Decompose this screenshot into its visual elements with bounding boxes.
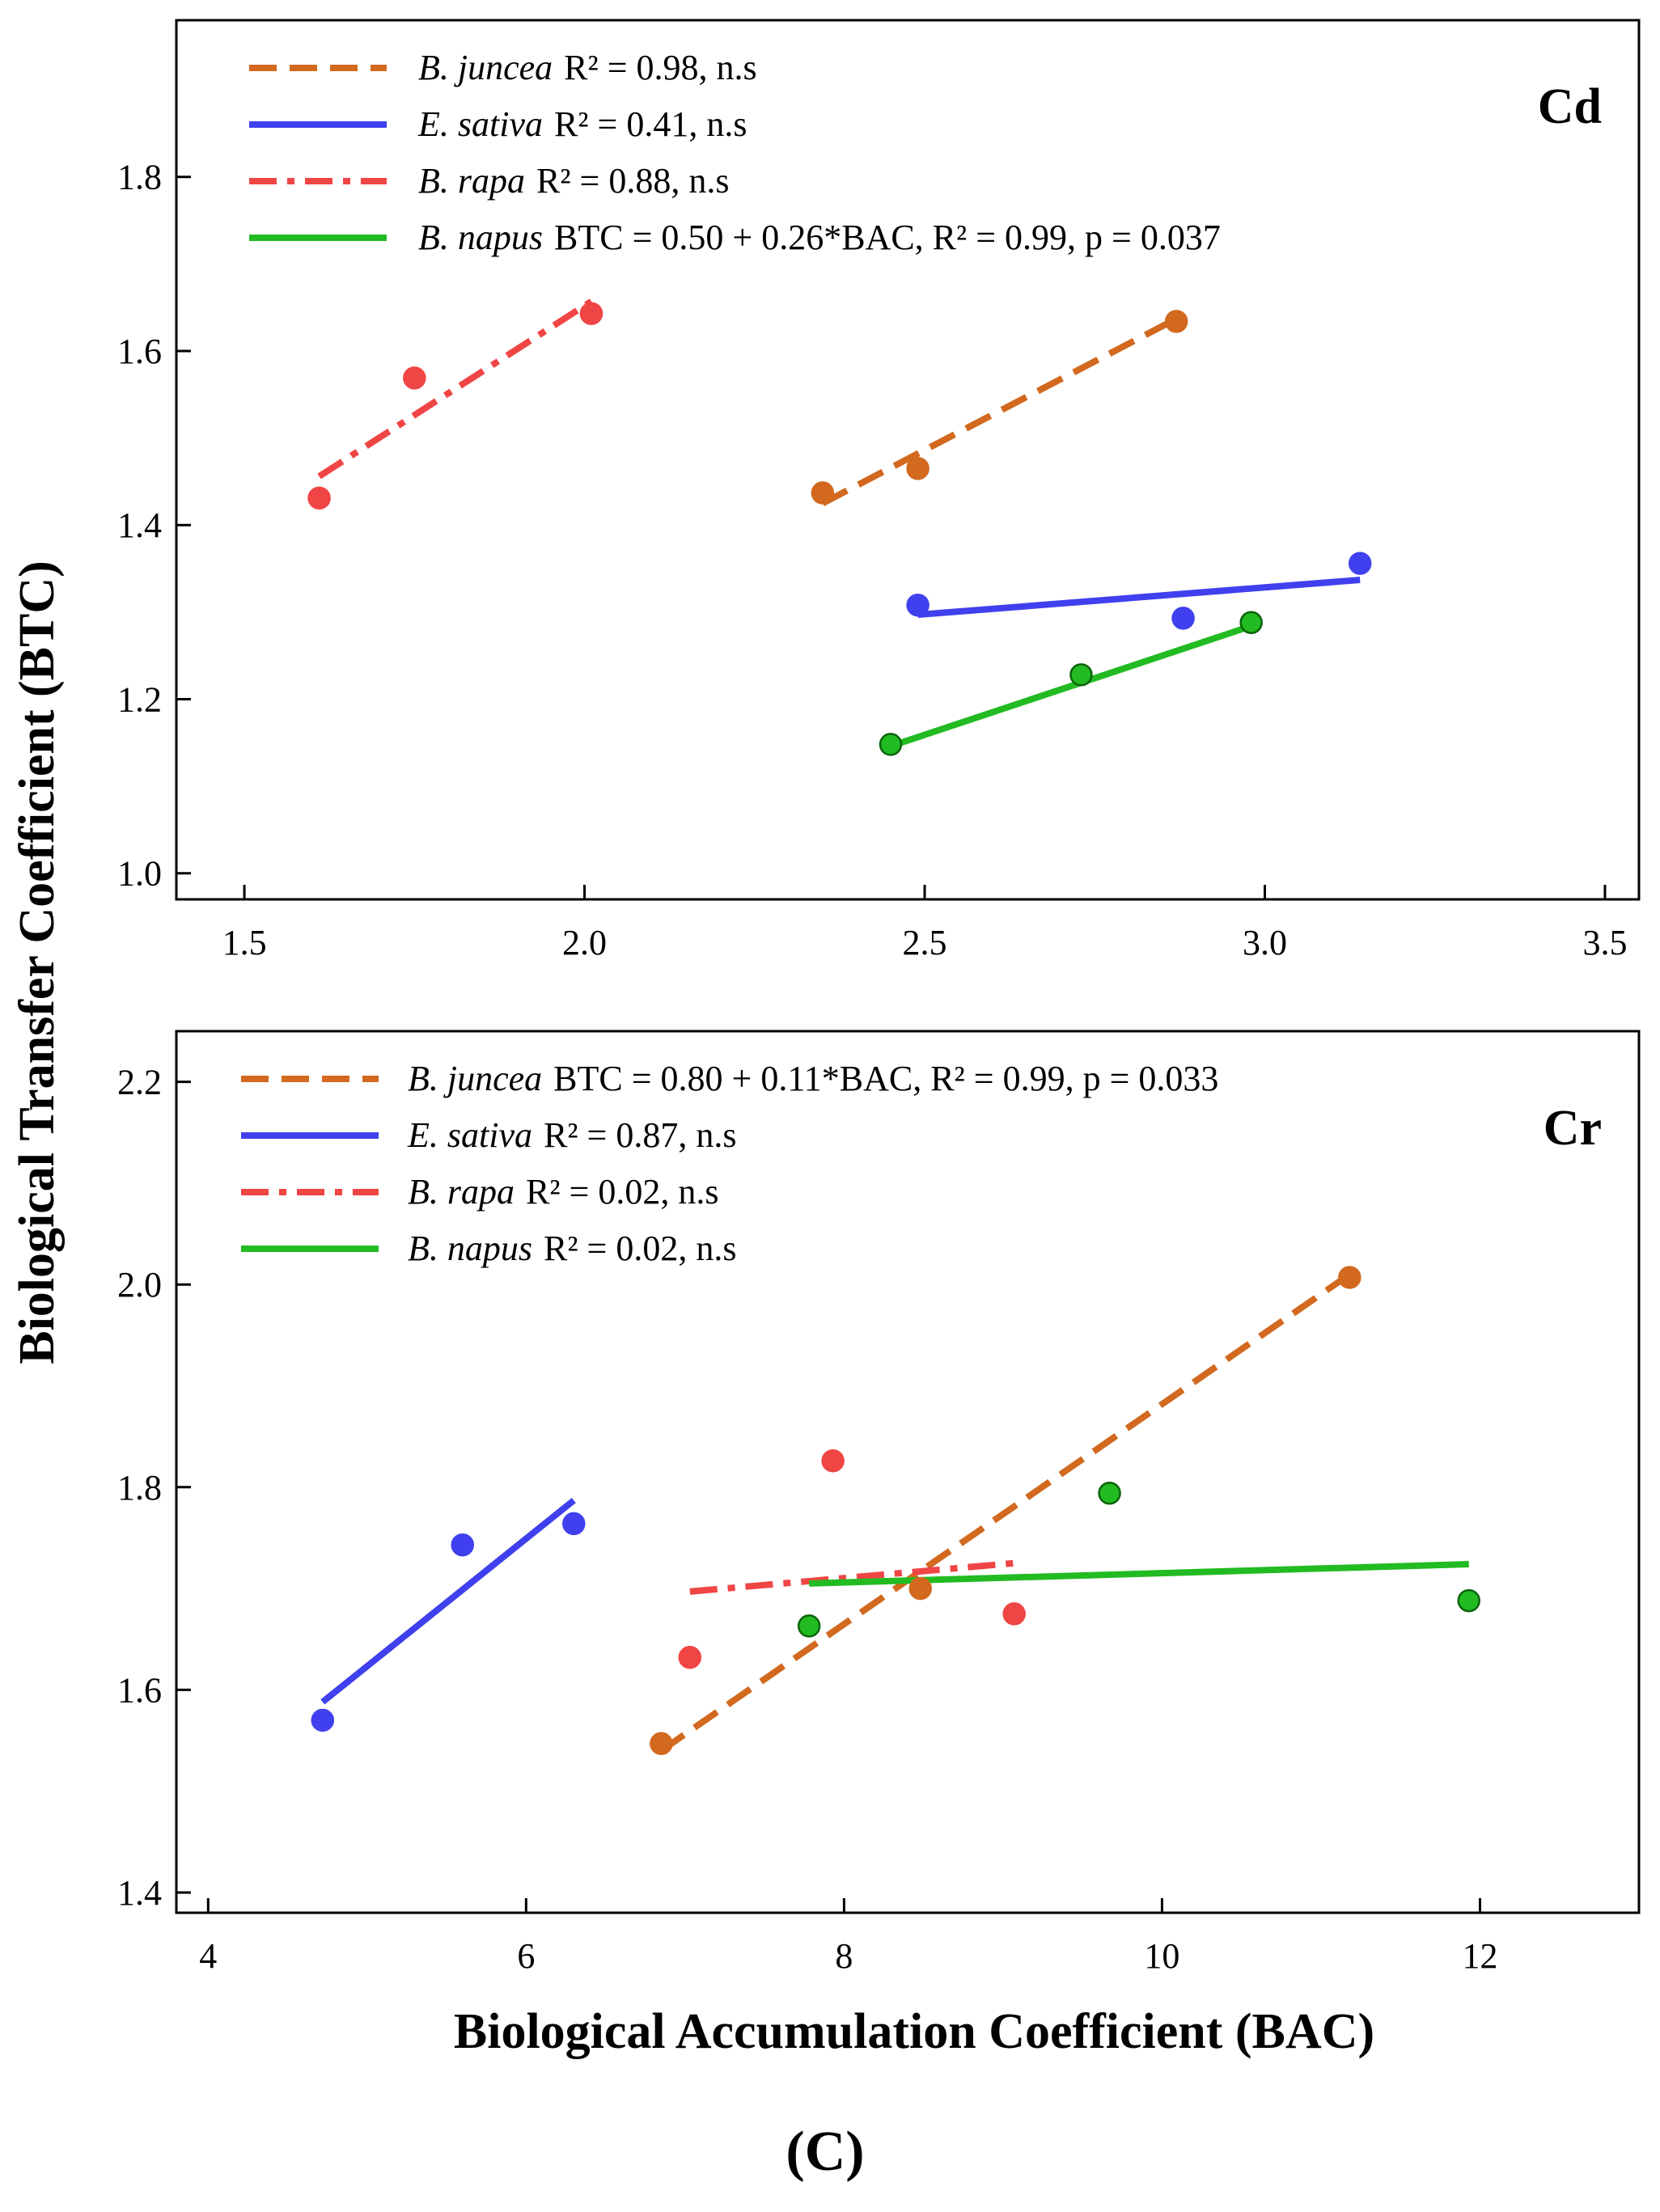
cd-b-napus-fit-line (889, 623, 1252, 750)
cd-b-juncea-fit-line (821, 315, 1179, 506)
cr-y-tick-label: 2.0 (117, 1265, 162, 1305)
cd-y-tick-label: 1.2 (117, 679, 162, 719)
cr-y-tick-label: 1.6 (117, 1670, 162, 1710)
cd-legend-entry-b-napus: B. napus BTC = 0.50 + 0.26*BAC, R² = 0.99… (418, 218, 1221, 257)
cd-plot-frame (175, 19, 1641, 901)
cr-b-rapa-point (821, 1449, 845, 1473)
cr-x-tick-label: 6 (517, 1936, 535, 1976)
cd-fit-lines (317, 298, 1361, 750)
cd-b-juncea-point (811, 481, 835, 505)
cr-y-tick-label: 1.4 (117, 1873, 162, 1913)
x-axis-title: Biological Accumulation Coefficient (BAC… (454, 2004, 1374, 2059)
cd-e-sativa-point (1348, 552, 1372, 575)
cr-legend-entry-e-sativa: E. sativa R² = 0.87, n.s (407, 1115, 736, 1155)
cd-legend-entry-b-rapa: B. rapa R² = 0.88, n.s (418, 161, 729, 201)
cd-b-rapa-point (403, 366, 426, 390)
cd-b-rapa-point (307, 486, 331, 510)
cr-legend-entry-b-juncea: B. juncea BTC = 0.80 + 0.11*BAC, R² = 0.9… (408, 1059, 1218, 1098)
cd-b-napus-point (879, 733, 903, 756)
cd-y-axis: 1.0 1.2 1.4 1.6 1.8 (117, 158, 191, 894)
cd-e-sativa-point (906, 593, 930, 617)
cr-e-sativa-point (451, 1533, 474, 1557)
cr-b-napus-point (1457, 1588, 1480, 1613)
cr-b-napus-point (797, 1614, 821, 1638)
cd-x-tick-label: 1.5 (222, 923, 267, 962)
cd-legend: B. juncea R² = 0.98, n.s E. sativa R² = 0.4… (249, 48, 1221, 257)
cr-legend-entry-b-napus: B. napus R² = 0.02, n.s (408, 1229, 736, 1268)
cr-e-sativa-point (311, 1708, 335, 1732)
cr-x-tick-label: 10 (1144, 1936, 1179, 1976)
cd-panel-label: Cd (1538, 79, 1602, 134)
figure-label: (C) (786, 2121, 864, 2183)
cd-legend-entry-b-juncea: B. juncea R² = 0.98, n.s (418, 48, 757, 87)
cr-plot-frame (175, 1030, 1641, 1914)
cr-legend-entry-b-rapa: B. rapa R² = 0.02, n.s (408, 1172, 718, 1212)
cr-b-juncea-point (650, 1732, 673, 1756)
y-axis-title: Biological Transfer Coefficient (BTC) (10, 560, 65, 1364)
cr-y-tick-label: 2.2 (117, 1063, 162, 1102)
cr-b-juncea-point (908, 1576, 932, 1601)
cr-b-rapa-point (678, 1646, 702, 1669)
cd-y-tick-label: 1.6 (117, 332, 162, 371)
cr-b-rapa-point (1002, 1602, 1026, 1626)
cd-e-sativa-fit-line (917, 577, 1361, 619)
cd-x-tick-label: 3.5 (1582, 923, 1627, 962)
cd-b-juncea-point (1164, 310, 1188, 333)
cr-x-tick-label: 8 (835, 1936, 853, 1976)
cr-e-sativa-fit-line (320, 1497, 576, 1705)
cd-x-tick-label: 3.0 (1243, 923, 1287, 962)
cd-panel: 1.5 2.0 2.5 3.0 3.5 1.0 1.2 1.4 1.6 1.8 B. junce… (117, 19, 1641, 962)
cd-y-tick-label: 1.0 (117, 854, 162, 894)
cr-legend: B. juncea BTC = 0.80 + 0.11*BAC, R² = 0.9… (241, 1059, 1218, 1268)
cd-x-axis: 1.5 2.0 2.5 3.0 3.5 (222, 885, 1627, 962)
cd-b-napus-point (1069, 663, 1093, 687)
cr-data-points (311, 1266, 1480, 1756)
cr-e-sativa-point (562, 1512, 586, 1536)
cd-b-juncea-point (906, 457, 930, 480)
cd-data-points (307, 302, 1372, 756)
cr-x-axis: 4 6 8 10 12 (199, 1898, 1497, 1976)
cd-y-tick-label: 1.4 (117, 505, 162, 545)
cr-x-tick-label: 4 (199, 1936, 217, 1976)
cd-b-rapa-point (579, 302, 603, 325)
cr-b-juncea-point (1338, 1266, 1361, 1289)
cd-y-tick-label: 1.8 (117, 158, 162, 197)
cr-panel: 4 6 8 10 12 1.4 1.6 1.8 2.0 2.2 B. juncea BTC = 0… (117, 1030, 1641, 1976)
cd-legend-entry-e-sativa: E. sativa R² = 0.41, n.s (417, 104, 747, 144)
cr-panel-label: Cr (1544, 1101, 1602, 1156)
cr-b-napus-point (1098, 1482, 1121, 1505)
cr-y-axis: 1.4 1.6 1.8 2.0 2.2 (117, 1063, 191, 1913)
cr-b-juncea-fit-line (659, 1271, 1352, 1753)
cd-x-tick-label: 2.0 (562, 923, 607, 962)
cd-e-sativa-point (1171, 607, 1195, 630)
cr-y-tick-label: 1.8 (117, 1468, 162, 1508)
cd-x-tick-label: 2.5 (903, 923, 947, 962)
cr-x-tick-label: 12 (1462, 1936, 1497, 1976)
cd-b-napus-point (1239, 611, 1263, 635)
